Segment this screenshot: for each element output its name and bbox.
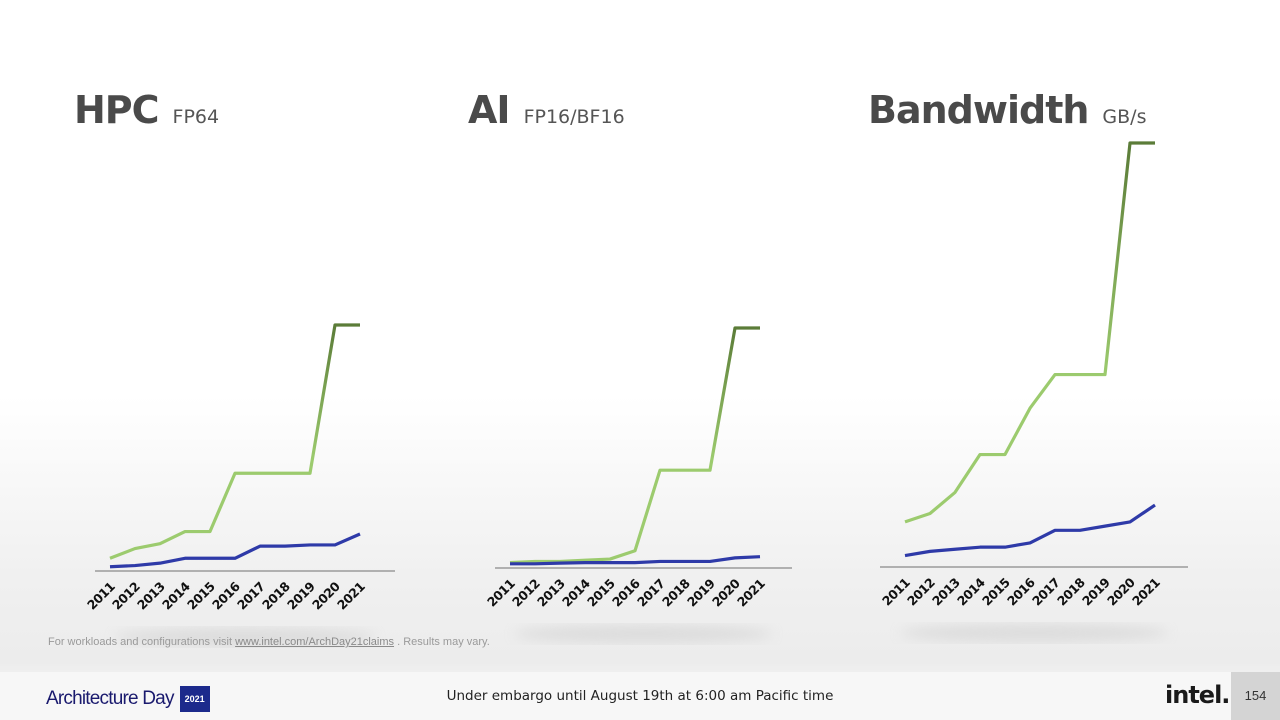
ai-chart-title: AI FP16/BF16 — [468, 88, 625, 132]
bandwidth-tick-label: 2020 — [1104, 574, 1138, 608]
hpc-green-series-line — [109, 323, 360, 560]
architecture-day-logo: Architecture Day 2021 — [46, 686, 210, 712]
hpc-shadow — [114, 628, 376, 646]
hpc-unit: FP64 — [172, 106, 220, 128]
hpc-tick-label: 2020 — [309, 578, 343, 612]
ai-tick-label: 2018 — [659, 576, 693, 610]
bandwidth-tick-label: 2017 — [1029, 575, 1063, 609]
brand-text: Architecture Day — [46, 688, 174, 709]
hpc-title: HPC — [74, 88, 160, 132]
bandwidth-tick-label: 2019 — [1079, 575, 1113, 609]
bandwidth-blue-series-line — [904, 503, 1156, 558]
hpc-tick-label: 2014 — [159, 578, 193, 612]
ai-unit: FP16/BF16 — [523, 106, 625, 128]
ai-tick-label: 2011 — [484, 576, 518, 610]
hpc-tick-label: 2018 — [259, 579, 293, 613]
ai-blue-series-line — [510, 555, 761, 566]
bandwidth-tick-label: 2021 — [1129, 575, 1163, 609]
page-number-box: 154 — [1231, 672, 1280, 720]
footnote-suffix: . Results may vary. — [394, 636, 490, 648]
footer-bar: Architecture Day 2021 Under embargo unti… — [0, 672, 1280, 720]
footnote-prefix: For workloads and configurations visit — [48, 636, 236, 648]
hpc-tick-label: 2016 — [209, 578, 243, 612]
bandwidth-tick-label: 2011 — [879, 575, 913, 609]
bandwidth-tick-label: 2014 — [954, 574, 988, 608]
embargo-notice: Under embargo until August 19th at 6:00 … — [446, 688, 834, 704]
ai-tick-label: 2016 — [609, 575, 643, 609]
hpc-blue-series-line — [109, 532, 361, 569]
bandwidth-tick-label: 2015 — [979, 575, 1013, 609]
ai-tick-label: 2012 — [509, 576, 543, 610]
hpc-tick-label: 2021 — [334, 579, 368, 613]
hpc-tick-label: 2015 — [184, 579, 218, 613]
ai-tick-label: 2021 — [734, 576, 768, 610]
ai-green-series-line — [509, 326, 760, 565]
bandwidth-title: Bandwidth — [868, 88, 1089, 132]
intel-logo: intel. — [1165, 681, 1230, 709]
ai-tick-label: 2013 — [534, 576, 568, 610]
claims-link[interactable]: www.intel.com/ArchDay21claims — [235, 636, 395, 648]
hpc-tick-label: 2011 — [84, 579, 118, 613]
hpc-tick-label: 2012 — [109, 579, 143, 613]
hpc-chart-title: HPC FP64 — [74, 88, 219, 132]
bandwidth-tick-label: 2018 — [1054, 575, 1088, 609]
bandwidth-green-series-line — [904, 141, 1155, 524]
bandwidth-tick-label: 2016 — [1004, 574, 1038, 608]
bandwidth-shadow — [900, 624, 1168, 642]
brand-year-badge: 2021 — [179, 686, 210, 712]
bandwidth-chart-title: Bandwidth GB/s — [868, 88, 1146, 132]
ai-title: AI — [468, 88, 511, 132]
ai-tick-label: 2019 — [684, 576, 718, 610]
hpc-tick-label: 2019 — [284, 579, 318, 613]
hpc-tick-label: 2017 — [234, 579, 268, 613]
hpc-tick-label: 2013 — [134, 579, 168, 613]
ai-tick-label: 2017 — [634, 576, 668, 610]
ai-tick-label: 2014 — [559, 575, 593, 609]
ai-tick-label: 2020 — [709, 575, 743, 609]
ai-tick-label: 2015 — [584, 576, 618, 610]
bandwidth-unit: GB/s — [1102, 106, 1147, 128]
ai-shadow — [514, 625, 773, 643]
bandwidth-tick-label: 2013 — [929, 575, 963, 609]
page-number: 154 — [1244, 688, 1267, 703]
footnote: For workloads and configurations visit w… — [48, 636, 490, 648]
bandwidth-tick-label: 2012 — [904, 575, 938, 609]
